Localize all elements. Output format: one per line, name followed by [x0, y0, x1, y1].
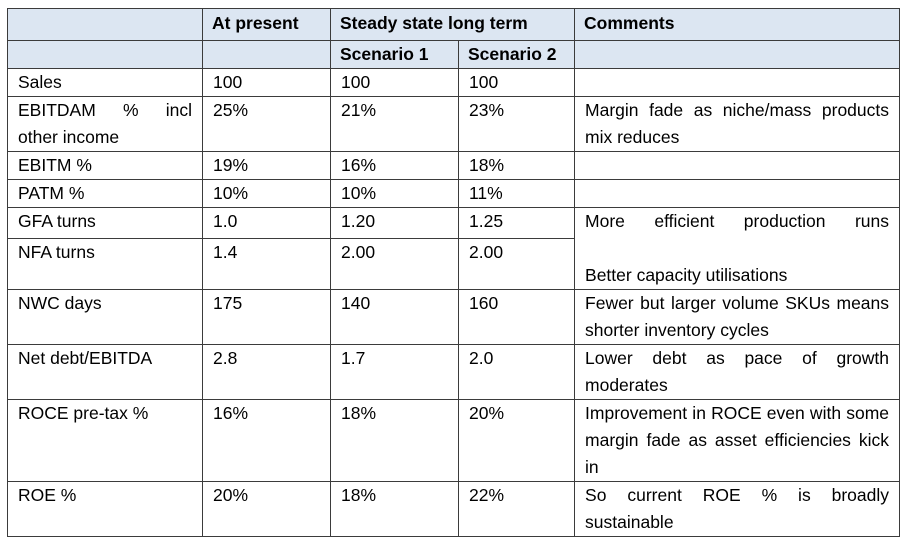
comment-text: Better capacity utilisations: [585, 265, 788, 285]
header-scenario-2: Scenario 2: [457, 40, 576, 69]
metric-cell: EBITDAM % incl other income: [7, 96, 203, 152]
scenario-2-cell: 20%: [457, 399, 576, 482]
header-scenario-1: Scenario 1: [330, 40, 459, 69]
comment-cell: [574, 179, 901, 208]
table-body: Sales 100 100 100 EBITDAM % incl other i…: [7, 68, 901, 537]
scenario-1-cell: 16%: [330, 151, 459, 180]
scenario-1-cell: 10%: [330, 179, 459, 208]
header-blank: [574, 40, 901, 69]
header-row-2: Scenario 1 Scenario 2: [7, 40, 901, 69]
present-cell: 175: [202, 289, 331, 345]
table-row: Sales 100 100 100: [7, 68, 901, 97]
header-comments: Comments: [574, 8, 901, 41]
scenario-2-cell: 160: [457, 289, 576, 345]
scenario-1-cell: 1.20: [330, 207, 459, 239]
scenario-2-cell: 18%: [457, 151, 576, 180]
metric-cell: ROE %: [7, 481, 203, 537]
scenario-1-cell: 21%: [330, 96, 459, 152]
scenario-1-cell: 1.7: [330, 344, 459, 400]
comment-cell: Fewer but larger volume SKUs means short…: [574, 289, 901, 345]
metric-cell: EBITM %: [7, 151, 203, 180]
present-cell: 2.8: [202, 344, 331, 400]
comment-cell: Margin fade as niche/mass products mix r…: [574, 96, 901, 152]
scenario-2-cell: 22%: [457, 481, 576, 537]
table-row: Net debt/EBITDA 2.8 1.7 2.0 Lower debt a…: [7, 344, 901, 400]
comment-cell: So current ROE % is broadly sustainable: [574, 481, 901, 537]
present-cell: 25%: [202, 96, 331, 152]
scenario-2-cell: 100: [457, 68, 576, 97]
scenario-1-cell: 100: [330, 68, 459, 97]
scenario-1-cell: 2.00: [330, 238, 459, 290]
table-row: NFA turns 1.4 2.00 2.00: [7, 238, 900, 290]
header-at-present: At present: [202, 8, 331, 41]
comment-cell: [574, 68, 901, 97]
header-blank: [7, 40, 203, 69]
table-row: EBITDAM % incl other income 25% 21% 23% …: [7, 96, 901, 152]
table-header: At present Steady state long term Commen…: [7, 8, 901, 69]
metric-cell: ROCE pre-tax %: [7, 399, 203, 482]
present-cell: 100: [202, 68, 331, 97]
present-cell: 1.0: [202, 207, 331, 239]
comment-cell: Improvement in ROCE even with some margi…: [574, 399, 901, 482]
present-cell: 19%: [202, 151, 331, 180]
comment-text: More efficient production runs: [585, 211, 890, 231]
scenario-1-cell: 18%: [330, 399, 459, 482]
valuation-scenario-table: At present Steady state long term Commen…: [7, 8, 901, 537]
table-row: ROE % 20% 18% 22% So current ROE % is br…: [7, 481, 901, 537]
scenario-2-cell: 11%: [457, 179, 576, 208]
scenario-1-cell: 140: [330, 289, 459, 345]
table-row: GFA turns 1.0 1.20 1.25 More efficient p…: [7, 207, 901, 290]
header-blank: [7, 8, 203, 41]
present-cell: 10%: [202, 179, 331, 208]
comment-cell-merged: More efficient production runs Better cap…: [574, 207, 901, 290]
scenario-2-cell: 23%: [457, 96, 576, 152]
present-cell: 1.4: [202, 238, 331, 290]
comment-cell: Lower debt as pace of growth moderates: [574, 344, 901, 400]
header-blank: [202, 40, 331, 69]
table-row: EBITM % 19% 16% 18%: [7, 151, 901, 180]
metric-cell: NFA turns: [7, 238, 203, 290]
scenario-1-cell: 18%: [330, 481, 459, 537]
scenario-2-cell: 2.0: [457, 344, 576, 400]
metric-cell: Sales: [7, 68, 203, 97]
scenario-2-cell: 2.00: [457, 238, 576, 290]
comment-cell: [574, 151, 901, 180]
table-row: PATM % 10% 10% 11%: [7, 179, 901, 208]
header-steady-state: Steady state long term: [329, 8, 576, 41]
metric-cell: Net debt/EBITDA: [7, 344, 203, 400]
metric-cell: NWC days: [7, 289, 203, 345]
metric-cell: PATM %: [7, 179, 203, 208]
table-row: NWC days 175 140 160 Fewer but larger vo…: [7, 289, 901, 345]
present-cell: 20%: [202, 481, 331, 537]
spacer: [585, 235, 889, 262]
scenario-2-cell: 1.25: [457, 207, 576, 239]
present-cell: 16%: [202, 399, 331, 482]
table-row: ROCE pre-tax % 16% 18% 20% Improvement i…: [7, 399, 901, 482]
metric-cell: GFA turns: [7, 207, 203, 239]
header-row-1: At present Steady state long term Commen…: [7, 8, 901, 41]
